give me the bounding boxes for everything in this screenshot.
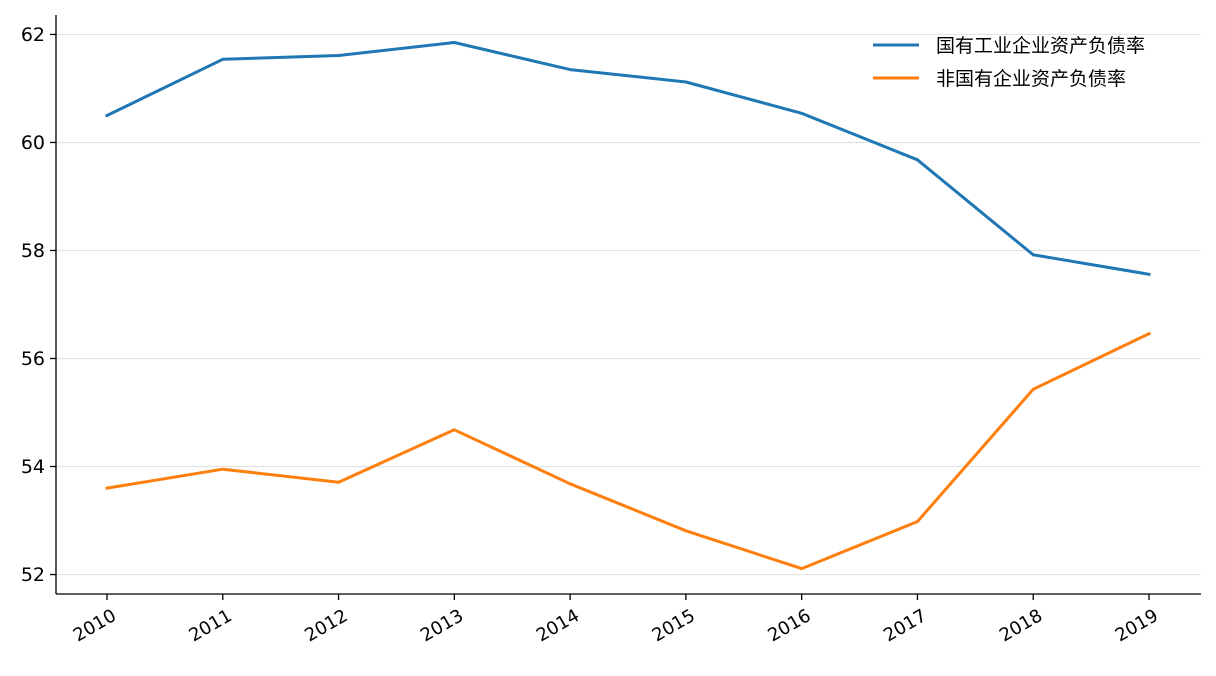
x-tick-label: 2018 <box>996 605 1046 646</box>
data-point <box>1147 272 1151 276</box>
data-point <box>684 80 688 84</box>
y-tick-label: 52 <box>21 564 45 586</box>
data-point <box>221 467 225 471</box>
y-tick-label: 56 <box>21 348 45 370</box>
y-tick-label: 60 <box>21 132 45 154</box>
data-point <box>105 486 109 490</box>
data-point <box>1031 387 1035 391</box>
axes: 52 54 56 58 60 62 2010 2011 2012 2013 2014 2015 2016… <box>21 15 1201 646</box>
series-lines <box>104 41 1152 571</box>
data-point <box>337 54 340 57</box>
x-tick-label: 2010 <box>70 605 120 646</box>
x-tick-label: 2016 <box>764 605 814 646</box>
data-point <box>452 428 456 432</box>
data-point <box>916 520 919 524</box>
y-tick-label: 62 <box>21 24 45 46</box>
data-point <box>800 567 804 571</box>
x-tick-label: 2011 <box>186 605 236 646</box>
data-point <box>568 68 572 71</box>
y-tick-label: 58 <box>21 240 45 262</box>
x-tick-label: 2013 <box>417 605 467 646</box>
series-line-1 <box>104 41 1151 277</box>
y-tick-label: 54 <box>21 456 45 478</box>
data-point <box>1031 253 1035 257</box>
x-tick-label: 2014 <box>533 605 583 646</box>
legend-label-2: 非国有企业资产负债率 <box>936 68 1126 90</box>
x-tick-label: 2017 <box>880 605 930 646</box>
data-point <box>684 529 688 533</box>
data-point <box>105 114 109 117</box>
data-point <box>452 41 456 44</box>
series-line-2 <box>105 331 1152 571</box>
legend-label-1: 国有工业企业资产负债率 <box>936 35 1145 57</box>
x-tick-label: 2012 <box>301 605 351 646</box>
data-point <box>221 57 225 61</box>
data-point <box>1147 332 1151 336</box>
data-point <box>916 158 919 162</box>
x-tick-label: 2015 <box>649 605 699 646</box>
gridlines <box>56 33 1201 576</box>
data-point <box>800 111 804 115</box>
x-tick-label: 2019 <box>1112 605 1162 646</box>
data-point <box>568 482 572 486</box>
data-point <box>337 480 340 484</box>
